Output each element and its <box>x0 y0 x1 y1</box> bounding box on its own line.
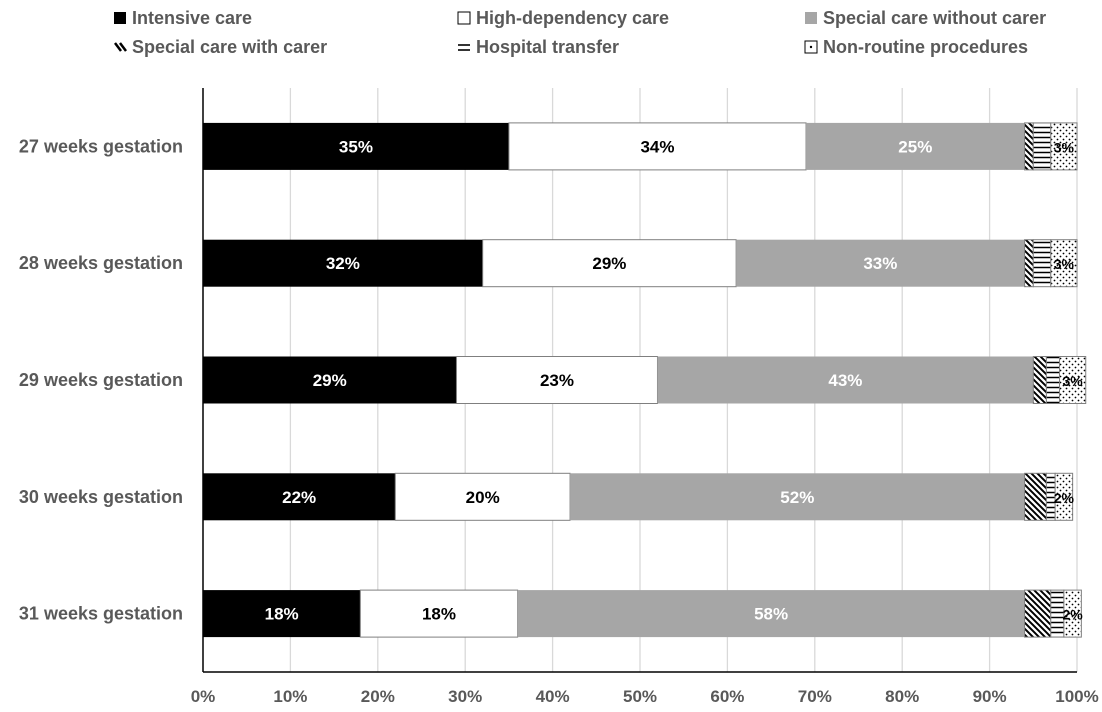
bar-segment-special-care-with-carer <box>1024 589 1052 638</box>
bar-segment-high-dependency-care <box>482 239 737 288</box>
legend-swatch-intensive-care <box>114 12 126 24</box>
bar-segment-non-routine-procedures <box>1050 239 1078 288</box>
bar-segment-hospital-transfer <box>1032 239 1052 288</box>
x-tick-label: 50% <box>623 687 657 706</box>
bar-segment-non-routine-procedures <box>1059 356 1087 404</box>
x-tick-label: 10% <box>273 687 307 706</box>
data-label: 33% <box>863 254 897 273</box>
bars: 35% 34% 25% 3% 32% 29% 33% 3% 29% 23% 43% 3% 22% 20% 5… <box>203 122 1087 638</box>
legend-label: Hospital transfer <box>476 37 619 57</box>
bar-segment-special-care-with-carer <box>1024 122 1034 171</box>
data-label: 52% <box>780 488 814 507</box>
x-tick-label: 80% <box>885 687 919 706</box>
data-label: 43% <box>828 371 862 390</box>
bar-segment-hospital-transfer <box>1045 356 1061 404</box>
bar-segment-special-care-with-carer <box>1024 472 1047 521</box>
data-label: 29% <box>313 371 347 390</box>
bar-segment-special-care-without-carer <box>806 122 1025 170</box>
x-tick-label: 30% <box>448 687 482 706</box>
category-label: 31 weeks gestation <box>19 604 183 624</box>
bar-segment-special-care-without-carer <box>517 590 1025 638</box>
data-label: 3% <box>1054 256 1075 272</box>
legend-swatch-hospital-transfer <box>458 44 470 51</box>
x-tick-label: 90% <box>973 687 1007 706</box>
data-label: 29% <box>592 254 626 273</box>
bar-segment-high-dependency-care <box>359 589 519 638</box>
bar-segment-non-routine-procedures <box>1054 472 1074 521</box>
bar-segment-hospital-transfer <box>1032 122 1052 171</box>
data-label: 35% <box>339 137 373 156</box>
data-label: 3% <box>1063 373 1084 389</box>
legend: Intensive care High-dependency care Specia… <box>114 8 1046 57</box>
bar-segment-special-care-without-carer <box>736 239 1025 287</box>
bar-segment-high-dependency-care <box>508 122 807 171</box>
bar-segment-intensive-care <box>203 473 396 521</box>
bar-segment-high-dependency-care <box>394 472 571 521</box>
x-tick-label: 20% <box>361 687 395 706</box>
data-label: 34% <box>640 137 674 156</box>
bar-segment-high-dependency-care <box>455 356 658 404</box>
tick-labels: 0% 10% 20% 30% 40% 50% 60% 70% 80% 90% 100% <box>191 687 1099 706</box>
bar-segment-special-care-with-carer <box>1032 356 1047 404</box>
legend-label: High-dependency care <box>476 8 669 28</box>
bar-segment-special-care-with-carer <box>1024 239 1034 288</box>
bar-segment-special-care-without-carer <box>657 356 1034 404</box>
x-tick-label: 100% <box>1055 687 1098 706</box>
legend-label: Special care with carer <box>132 37 327 57</box>
bar-segment-intensive-care <box>203 239 483 287</box>
category-label: 28 weeks gestation <box>19 253 183 273</box>
bar-segment-non-routine-procedures <box>1050 122 1078 171</box>
x-tick-label: 60% <box>710 687 744 706</box>
category-label: 30 weeks gestation <box>19 487 183 507</box>
data-label: 20% <box>466 488 500 507</box>
x-tick-label: 0% <box>191 687 216 706</box>
data-label: 3% <box>1054 139 1075 155</box>
x-tick-label: 40% <box>536 687 570 706</box>
x-tick-label: 70% <box>798 687 832 706</box>
bar-segment-intensive-care <box>203 122 509 170</box>
category-labels: 27 weeks gestation 28 weeks gestation 29 w… <box>19 136 183 623</box>
legend-swatch-non-routine-procedures <box>804 40 818 54</box>
category-label: 29 weeks gestation <box>19 370 183 390</box>
bar-segment-intensive-care <box>203 590 361 638</box>
bar-segment-non-routine-procedures <box>1063 589 1082 638</box>
legend-label: Non-routine procedures <box>823 37 1028 57</box>
legend-label: Intensive care <box>132 8 252 28</box>
data-label: 22% <box>282 488 316 507</box>
legend-swatch-special-care-with-carer <box>114 42 127 52</box>
category-label: 27 weeks gestation <box>19 136 183 156</box>
data-label: 23% <box>540 371 574 390</box>
data-label: 58% <box>754 605 788 624</box>
data-label: 18% <box>422 605 456 624</box>
legend-label: Special care without carer <box>823 8 1046 28</box>
data-label: 25% <box>898 137 932 156</box>
bar-segment-intensive-care <box>203 356 457 404</box>
data-label: 2% <box>1063 607 1084 623</box>
data-label: 32% <box>326 254 360 273</box>
axes <box>202 88 1077 673</box>
data-label: 18% <box>265 605 299 624</box>
bar-segment-special-care-without-carer <box>570 473 1025 521</box>
legend-swatch-high-dependency-care <box>457 11 471 25</box>
data-label: 2% <box>1054 490 1075 506</box>
legend-swatch-special-care-without-carer <box>805 12 817 24</box>
